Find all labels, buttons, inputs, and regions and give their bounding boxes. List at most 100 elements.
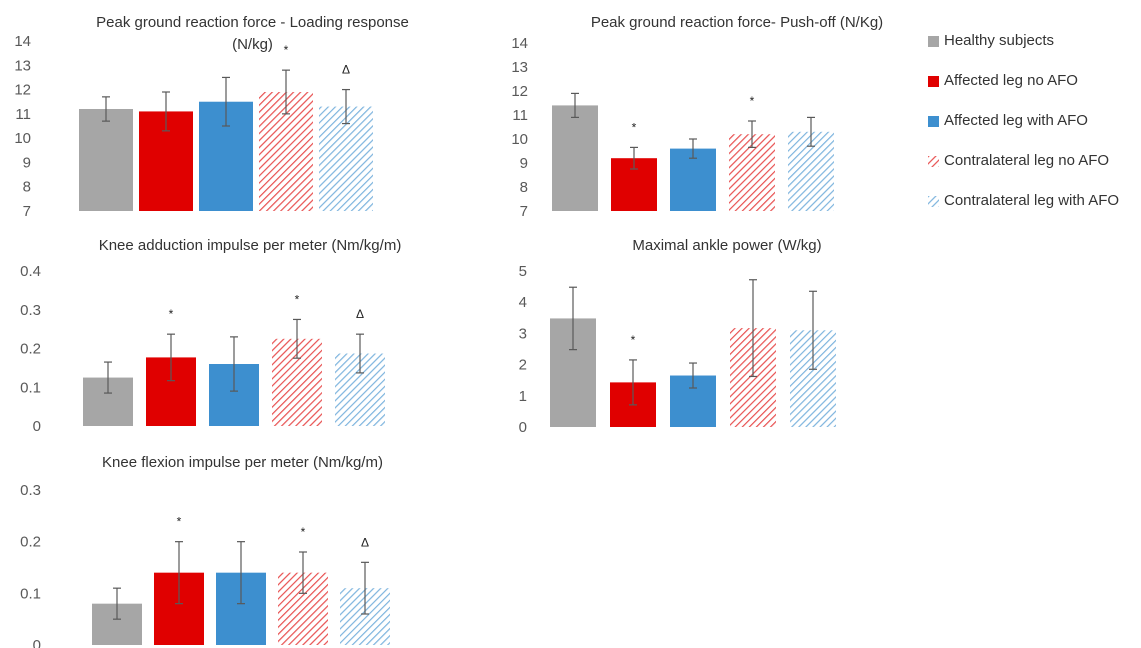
chart-panel-loading-response: Peak ground reaction force - Loading res… <box>0 10 465 220</box>
chart-plot: 0 0.1 0.2 0.3 * * Δ <box>20 482 390 648</box>
error-bar <box>299 551 307 594</box>
error-bar <box>809 290 817 370</box>
error-bar <box>356 333 364 374</box>
y-tick-label: 0 <box>33 637 41 648</box>
y-tick-label: 14 <box>14 33 31 50</box>
chart-plot: 0 0.1 0.2 0.3 0.4 * * Δ <box>20 263 385 435</box>
chart-panel-push-off: Peak ground reaction force- Push-off (N/… <box>497 10 917 220</box>
y-tick-label: 0.1 <box>20 585 41 602</box>
legend-swatch <box>928 116 939 127</box>
error-bar <box>222 76 230 127</box>
y-tick-label: 7 <box>520 203 528 220</box>
significance-asterisk: * <box>632 120 637 134</box>
y-tick-label: 14 <box>511 35 528 52</box>
legend-item: Contralateral leg no AFO <box>928 150 1138 190</box>
error-bar <box>230 336 238 392</box>
error-bar <box>113 587 121 620</box>
bar <box>670 148 716 211</box>
legend-label: Contralateral leg with AFO <box>944 192 1120 209</box>
error-bar <box>342 88 350 125</box>
legend-item: Contralateral leg with AFO <box>928 190 1138 230</box>
y-tick-label: 12 <box>14 82 31 99</box>
error-bar <box>282 69 290 115</box>
y-tick-label: 10 <box>14 130 31 147</box>
y-tick-label: 7 <box>23 203 31 220</box>
y-tick-label: 11 <box>512 107 528 124</box>
legend-label: Affected leg no AFO <box>944 72 1078 89</box>
error-bar <box>749 279 757 378</box>
chart-title: Knee flexion impulse per meter (Nm/kg/m) <box>102 454 383 471</box>
chart-plot: 0 1 2 3 4 5 * <box>519 263 836 436</box>
error-bar <box>629 359 637 406</box>
error-bar <box>162 91 170 132</box>
error-bar <box>104 361 112 394</box>
legend-swatch <box>928 76 939 87</box>
chart-plot: 7 8 9 10 11 12 13 14 * Δ <box>14 33 373 220</box>
y-tick-label: 9 <box>23 154 31 171</box>
y-tick-label: 9 <box>520 155 528 172</box>
y-tick-label: 0 <box>33 418 41 435</box>
y-tick-label: 0.3 <box>20 482 41 499</box>
y-tick-label: 1 <box>519 388 527 405</box>
chart-panel-ankle-power: Maximal ankle power (W/kg) 0 1 2 3 4 5 * <box>497 233 917 443</box>
significance-delta: Δ <box>342 63 350 77</box>
chart-title: Maximal ankle power (W/kg) <box>632 237 822 254</box>
chart-panel-knee-adduction: Knee adduction impulse per meter (Nm/kg/… <box>0 233 465 443</box>
significance-delta: Δ <box>356 307 364 321</box>
y-tick-label: 0.4 <box>20 263 41 280</box>
chart-plot: 7 8 9 10 11 12 13 14 * * <box>511 35 834 220</box>
significance-asterisk: * <box>169 307 174 321</box>
significance-asterisk: * <box>631 333 636 347</box>
y-tick-label: 5 <box>519 263 527 280</box>
significance-asterisk: * <box>295 292 300 306</box>
legend-item: Healthy subjects <box>928 30 1138 70</box>
bar <box>79 109 133 211</box>
y-tick-label: 0.3 <box>20 302 41 319</box>
legend-label: Affected leg with AFO <box>944 112 1088 129</box>
error-bar <box>748 120 756 148</box>
y-tick-label: 12 <box>511 83 528 100</box>
error-bar <box>361 561 369 615</box>
error-bar <box>807 116 815 147</box>
error-bar <box>569 286 577 351</box>
y-tick-label: 8 <box>520 179 528 196</box>
error-bar <box>175 541 183 605</box>
significance-asterisk: * <box>750 94 755 108</box>
legend-swatch <box>928 196 939 207</box>
legend-item: Affected leg no AFO <box>928 70 1138 110</box>
chart-title: Peak ground reaction force - Loading res… <box>96 14 409 53</box>
chart-panel-knee-flexion: Knee flexion impulse per meter (Nm/kg/m)… <box>0 452 465 648</box>
chart-title: Peak ground reaction force- Push-off (N/… <box>590 14 884 31</box>
legend-label: Healthy subjects <box>944 32 1055 49</box>
error-bar <box>102 96 110 122</box>
error-bar <box>167 333 175 382</box>
y-tick-label: 8 <box>23 179 31 196</box>
bar <box>552 105 598 211</box>
error-bar <box>571 92 579 119</box>
significance-delta: Δ <box>361 535 369 549</box>
chart-title: Knee adduction impulse per meter (Nm/kg/… <box>98 237 402 254</box>
error-bar <box>237 541 245 605</box>
legend-label: Contralateral leg no AFO <box>944 152 1110 169</box>
y-tick-label: 11 <box>15 106 31 123</box>
significance-asterisk: * <box>284 43 289 57</box>
error-bar <box>630 146 638 170</box>
error-bar <box>689 138 697 159</box>
y-tick-label: 10 <box>511 131 528 148</box>
error-bar <box>689 362 697 389</box>
y-tick-label: 0 <box>519 419 527 436</box>
legend-item: Affected leg with AFO <box>928 110 1138 150</box>
y-tick-label: 3 <box>519 325 527 342</box>
legend-swatch <box>928 156 939 167</box>
y-tick-label: 13 <box>14 57 31 74</box>
y-tick-label: 13 <box>511 59 528 76</box>
legend: Healthy subjects Affected leg no AFO Aff… <box>928 30 1138 230</box>
error-bar <box>293 318 301 359</box>
y-tick-label: 2 <box>519 357 527 374</box>
y-tick-label: 4 <box>519 294 527 311</box>
y-tick-label: 0.1 <box>20 379 41 396</box>
significance-asterisk: * <box>177 515 182 529</box>
y-tick-label: 0.2 <box>20 341 41 358</box>
legend-swatch <box>928 36 939 47</box>
